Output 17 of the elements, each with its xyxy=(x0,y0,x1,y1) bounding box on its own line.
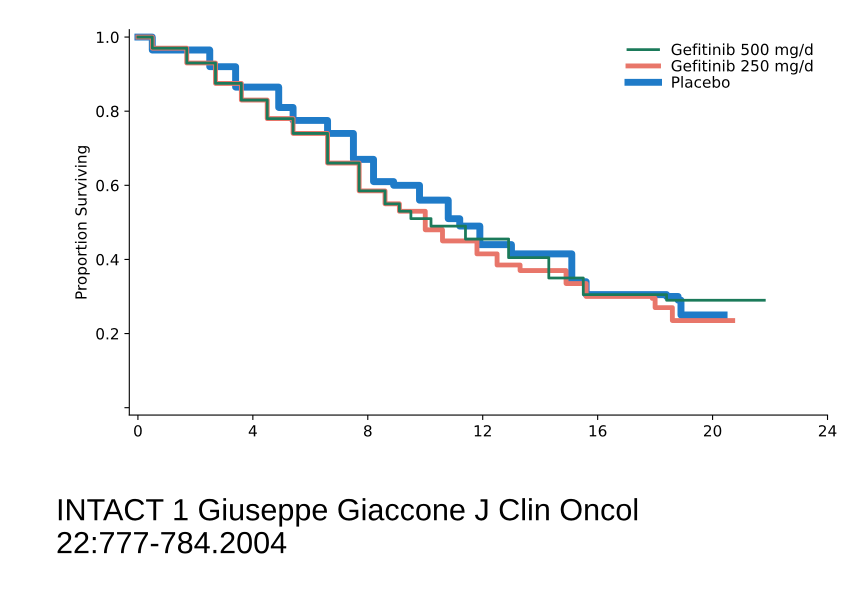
y-tick-label: 1.0 xyxy=(96,32,119,44)
legend-label: Placebo xyxy=(672,76,730,88)
y-tick-label: 0.8 xyxy=(96,106,119,118)
x-tick-label: 12 xyxy=(474,425,491,436)
x-tick-label: 20 xyxy=(704,425,722,437)
x-tick-label: 24 xyxy=(818,425,836,436)
y-tick-label: 0.4 xyxy=(96,254,119,266)
y-tick-label: 0.6 xyxy=(96,180,119,192)
x-tick-label: 8 xyxy=(364,425,372,437)
legend-label: Gefitinib 250 mg/d xyxy=(672,60,812,74)
y-axis-title: Proportion Surviving xyxy=(74,146,90,299)
text: INTACT 1 Giuseppe Giaccone J Clin Oncol 22:777-784.2004 xyxy=(58,498,638,554)
x-tick-label: 0 xyxy=(134,425,142,437)
x-tick-label: 4 xyxy=(248,425,257,436)
x-tick-label: 16 xyxy=(590,425,606,437)
legend-label: Gefitinib 500 mg/d xyxy=(672,43,812,58)
y-tick-label: 0.2 xyxy=(96,328,118,340)
